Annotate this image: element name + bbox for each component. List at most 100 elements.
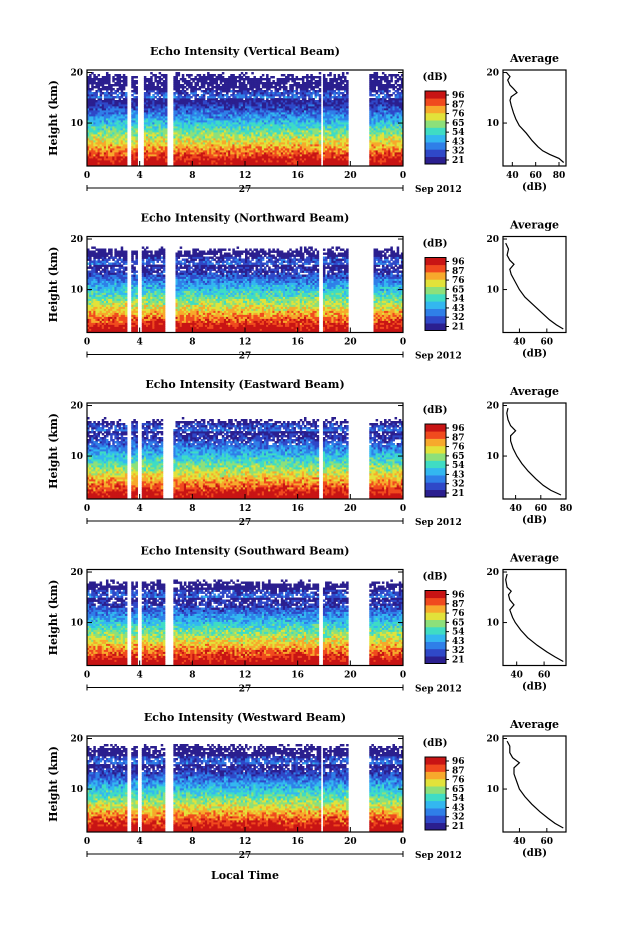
colorbar-swatch xyxy=(425,315,446,324)
colorbar-tick-label: 43 xyxy=(452,637,465,647)
y-tick-label: 10 xyxy=(70,452,83,462)
x-tick-label: 0 xyxy=(400,504,406,514)
y-tick-label: 20 xyxy=(70,402,83,412)
average-x-tick-label: 80 xyxy=(553,171,566,181)
panel-0: Echo Intensity (Vertical Beam) Height (km… xyxy=(47,45,567,195)
y-axis-label: Height (km) xyxy=(47,80,60,156)
x-tick-label: 4 xyxy=(137,671,143,681)
panel-title: Echo Intensity (Southward Beam) xyxy=(141,545,350,558)
x-tick-label: 0 xyxy=(84,338,90,348)
panel-4: Echo Intensity (Westward Beam) Height (km… xyxy=(47,711,567,861)
y-axis-label: Height (km) xyxy=(47,580,60,656)
colorbar-tick-label: 32 xyxy=(452,646,465,656)
colorbar-unit: (dB) xyxy=(423,72,448,83)
average-frame xyxy=(502,735,567,833)
colorbar-tick-label: 21 xyxy=(452,156,465,166)
colorbar-tick-label: 76 xyxy=(452,609,465,619)
heatmap xyxy=(87,579,404,666)
x-tick-label: 0 xyxy=(84,671,90,681)
colorbar-swatch xyxy=(425,648,446,657)
colorbar-swatch xyxy=(425,822,446,831)
y-tick-label: 10 xyxy=(70,286,83,296)
colorbar-swatch xyxy=(425,308,446,317)
colorbar-tick-label: 76 xyxy=(452,443,465,453)
average-title: Average xyxy=(509,219,559,232)
x-tick-label: 0 xyxy=(84,837,90,847)
colorbar-swatch xyxy=(425,424,446,432)
colorbar-unit: (dB) xyxy=(423,572,448,583)
colorbar-swatch xyxy=(425,482,446,490)
x-tick-label: 8 xyxy=(189,837,195,847)
colorbar-unit: (dB) xyxy=(423,738,448,749)
average-x-tick-label: 40 xyxy=(513,338,526,348)
average-x-tick-label: 60 xyxy=(529,171,542,181)
average-y-tick-label: 10 xyxy=(486,619,499,629)
panel-title: Echo Intensity (Eastward Beam) xyxy=(145,378,344,391)
day-label: 27 xyxy=(239,518,252,528)
colorbar-tick-label: 32 xyxy=(452,813,465,823)
colorbar-tick-label: 65 xyxy=(452,785,465,795)
average-y-tick-label: 20 xyxy=(486,402,499,412)
average-title: Average xyxy=(509,552,559,565)
colorbar-tick-label: 65 xyxy=(452,452,465,462)
colorbar-tick-label: 21 xyxy=(452,656,465,666)
colorbar-tick-label: 87 xyxy=(452,766,465,776)
colorbar-swatch xyxy=(425,627,446,635)
colorbar-tick-label: 87 xyxy=(452,600,465,610)
colorbar-swatch xyxy=(425,294,446,302)
average-title: Average xyxy=(509,52,559,65)
colorbar-swatch xyxy=(425,286,446,295)
colorbar-swatch xyxy=(425,264,446,273)
average-x-tick-label: 40 xyxy=(509,504,522,514)
heatmap xyxy=(87,744,404,833)
day-label: 27 xyxy=(239,185,252,195)
panel-title: Echo Intensity (Northward Beam) xyxy=(141,212,350,225)
x-tick-label: 12 xyxy=(239,504,252,514)
colorbar-tick-label: 32 xyxy=(452,313,465,323)
average-x-tick-label: 60 xyxy=(541,338,554,348)
panel-title: Echo Intensity (Vertical Beam) xyxy=(150,45,340,58)
x-tick-label: 20 xyxy=(344,671,357,681)
colorbar-tick-label: 21 xyxy=(452,489,465,499)
average-y-tick-label: 10 xyxy=(486,119,499,129)
heatmap xyxy=(87,417,404,500)
x-tick-label: 8 xyxy=(189,671,195,681)
average-profile-line xyxy=(506,407,562,496)
colorbar-tick-label: 76 xyxy=(452,776,465,786)
heatmap xyxy=(87,246,404,333)
colorbar-tick-label: 65 xyxy=(452,119,465,129)
y-tick-label: 20 xyxy=(70,69,83,79)
colorbar-tick-label: 32 xyxy=(452,147,465,157)
colorbar-swatch xyxy=(425,793,446,802)
colorbar-swatch xyxy=(425,467,446,476)
colorbar-tick-label: 32 xyxy=(452,480,465,490)
colorbar-swatch xyxy=(425,257,446,266)
colorbar-swatch xyxy=(425,438,446,447)
colorbar-tick-label: 21 xyxy=(452,323,465,333)
average-x-tick-label: 60 xyxy=(538,671,551,681)
colorbar-tick-label: 87 xyxy=(452,267,465,277)
colorbar-swatch xyxy=(425,323,446,331)
x-tick-label: 0 xyxy=(84,171,90,181)
colorbar-swatch xyxy=(425,431,446,439)
colorbar-swatch xyxy=(425,612,446,620)
average-frame xyxy=(502,568,567,667)
colorbar-frame xyxy=(424,756,447,831)
x-tick-label: 4 xyxy=(137,171,143,181)
colorbar-swatch xyxy=(425,764,446,772)
x-tick-label: 0 xyxy=(400,171,406,181)
colorbar-swatch xyxy=(425,149,446,157)
colorbar-swatch xyxy=(425,301,446,309)
average-title: Average xyxy=(509,385,559,398)
colorbar-swatch xyxy=(425,656,446,664)
month-label: Sep 2012 xyxy=(415,685,462,695)
colorbar-swatch xyxy=(425,475,446,483)
colorbar-tick-label: 21 xyxy=(452,822,465,832)
y-tick-label: 10 xyxy=(70,619,83,629)
colorbar-swatch xyxy=(425,641,446,650)
panel-1: Echo Intensity (Northward Beam) Height (k… xyxy=(47,212,567,362)
